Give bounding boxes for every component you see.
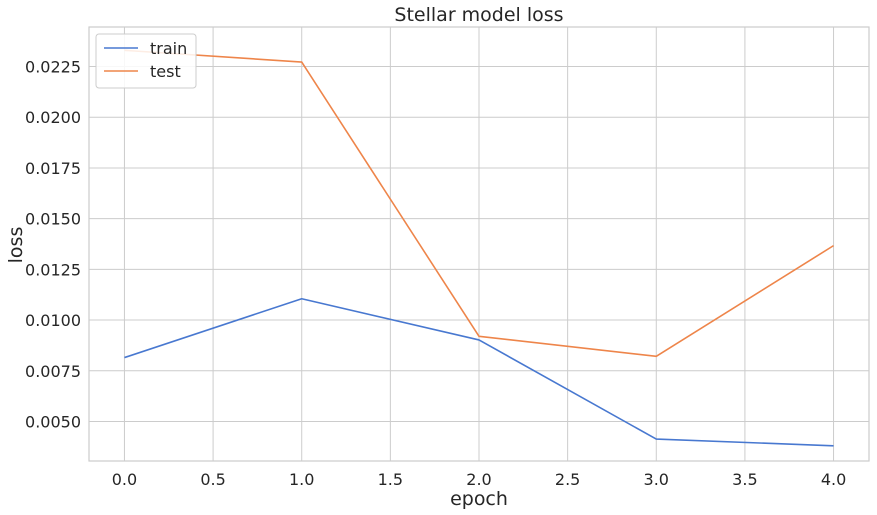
plot-frame: [88, 26, 870, 462]
y-tick-label: 0.0150: [25, 210, 81, 229]
x-tick-label: 1.5: [378, 470, 403, 489]
grid: [89, 27, 869, 461]
y-tick-label: 0.0100: [25, 311, 81, 330]
x-tick-label: 0.0: [112, 470, 137, 489]
y-tick-label: 0.0075: [25, 362, 81, 381]
x-tick-labels: 0.0 0.5 1.0 1.5 2.0 2.5 3.0 3.5 4.0: [112, 470, 847, 489]
legend: train test: [95, 33, 197, 89]
x-tick-label: 2.5: [555, 470, 580, 489]
y-tick-label: 0.0050: [25, 412, 81, 431]
y-tick-label: 0.0175: [25, 159, 81, 178]
y-tick-labels: 0.0050 0.0075 0.0100 0.0125 0.0150 0.0175 0.02…: [25, 58, 81, 432]
y-axis-label: loss: [5, 227, 27, 264]
legend-label-train: train: [150, 39, 187, 58]
y-tick-label: 0.0200: [25, 108, 81, 127]
x-tick-label: 1.0: [289, 470, 314, 489]
series-line-test: [124, 49, 834, 358]
x-axis-label: epoch: [450, 488, 508, 510]
y-tick-label: 0.0125: [25, 260, 81, 279]
x-tick-label: 4.0: [821, 470, 846, 489]
series-line-train: [124, 297, 834, 447]
chart-title: Stellar model loss: [394, 4, 563, 26]
legend-label-test: test: [150, 62, 181, 81]
x-tick-label: 2.0: [466, 470, 491, 489]
series-lines: [124, 49, 834, 447]
y-tick-label: 0.0225: [25, 58, 81, 77]
x-tick-label: 0.5: [200, 470, 225, 489]
x-tick-label: 3.5: [732, 470, 757, 489]
x-tick-label: 3.0: [644, 470, 669, 489]
